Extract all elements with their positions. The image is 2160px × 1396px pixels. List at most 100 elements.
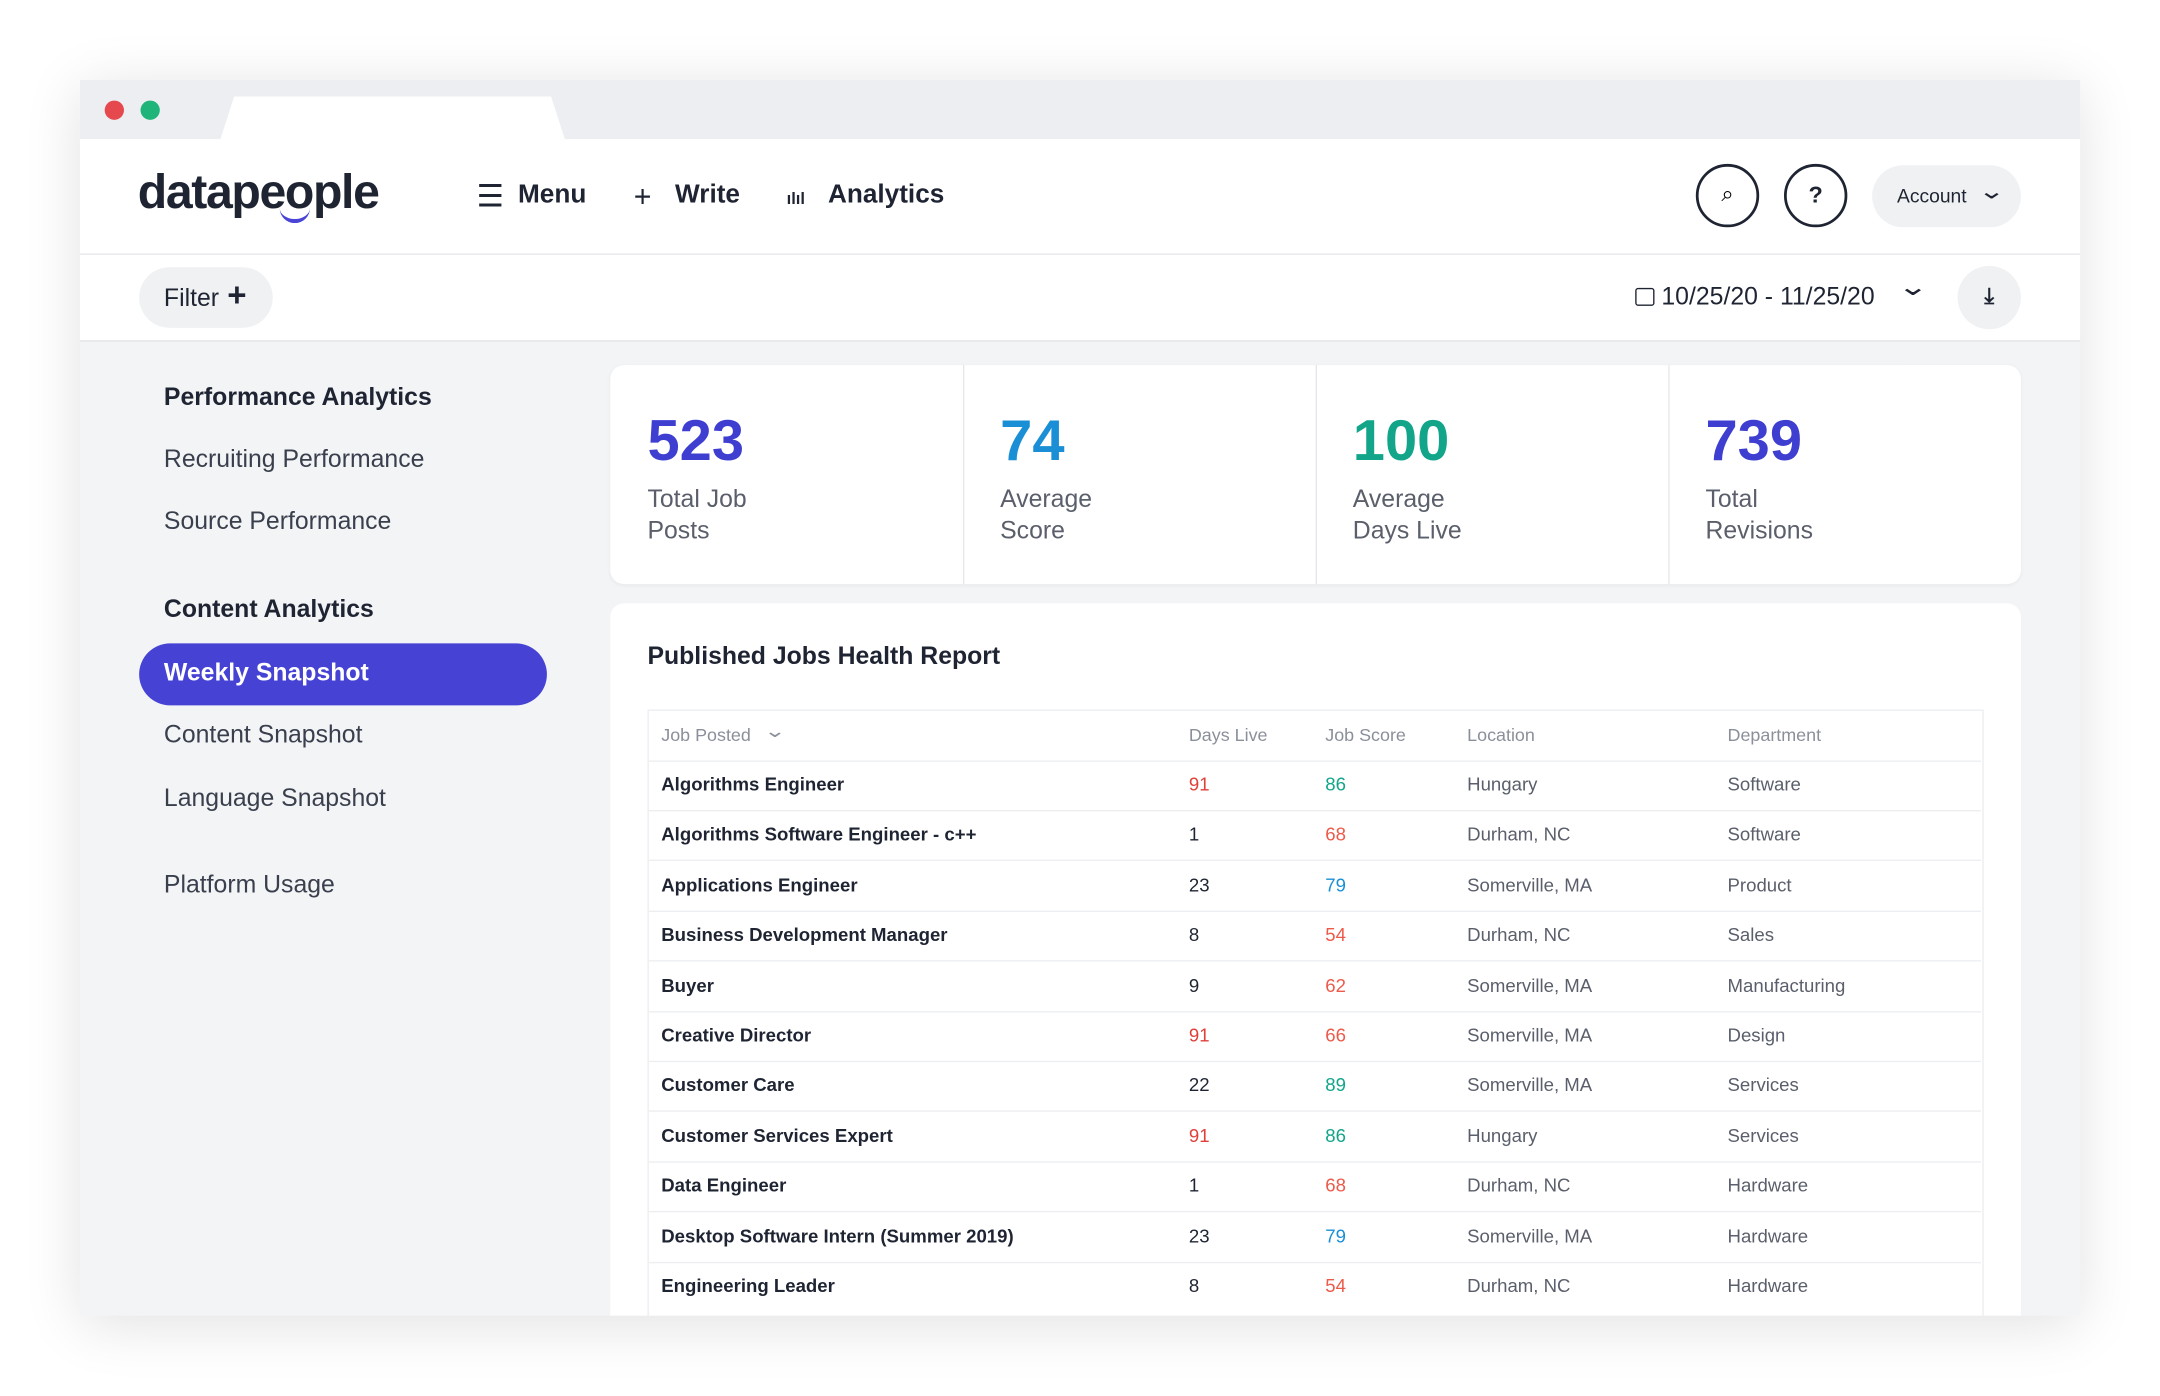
job-title[interactable]: Business Development Manager: [661, 924, 948, 946]
table-cell: Hardware: [1727, 1175, 1809, 1197]
table-cell: Services: [1727, 1125, 1799, 1146]
table-cell: 91: [1188, 1024, 1210, 1046]
account-label: Account: [1896, 184, 1967, 207]
column-header: Department: [1727, 724, 1822, 746]
table-cell: 1: [1188, 824, 1200, 846]
stat-label: Average Days Live: [1352, 484, 1462, 545]
row-divider: [648, 960, 1981, 962]
stat-value: 100: [1352, 407, 1450, 473]
table-cell: 22: [1188, 1075, 1210, 1096]
sidebar-link[interactable]: Recruiting Performance: [163, 444, 425, 473]
job-title[interactable]: Algorithms Software Engineer - c++: [661, 824, 977, 846]
job-title[interactable]: Desktop Software Intern (Summer 2019): [661, 1225, 1014, 1247]
table-cell: 23: [1188, 874, 1210, 896]
table-cell: 91: [1188, 1125, 1210, 1146]
table-cell: 8: [1188, 1275, 1200, 1297]
table-card: [610, 603, 2021, 1316]
table-cell: Somerville, MA: [1467, 1024, 1593, 1046]
nav-bar: [79, 139, 2081, 255]
sidebar-link[interactable]: Platform Usage: [163, 870, 335, 899]
table-cell: 54: [1325, 1275, 1346, 1297]
filter-plus: +: [227, 276, 247, 315]
nav-item[interactable]: Write: [675, 180, 741, 210]
job-title[interactable]: Engineering Leader: [661, 1275, 835, 1297]
active-highlight: [139, 643, 547, 706]
column-header: Location: [1467, 724, 1535, 746]
table-title: Published Jobs Health Report: [647, 641, 1001, 670]
table-cell: 79: [1325, 1225, 1346, 1247]
row-divider: [648, 759, 1981, 762]
table-cell: Durham, NC: [1467, 1275, 1571, 1297]
help-button[interactable]: ?: [1783, 163, 1848, 228]
table-cell: Durham, NC: [1467, 924, 1571, 946]
sidebar-link[interactable]: Source Performance: [163, 506, 392, 535]
nav-item[interactable]: Analytics: [827, 180, 945, 210]
table-cell: 86: [1325, 1125, 1346, 1146]
column-header[interactable]: Job Posted: [661, 724, 751, 746]
table-cell: Somerville, MA: [1467, 1075, 1593, 1096]
row-divider: [648, 1010, 1981, 1012]
table-cell: 1: [1188, 1175, 1200, 1197]
date-range[interactable]: 10/25/20 - 11/25/20: [1661, 282, 1875, 310]
row-divider: [648, 1110, 1981, 1113]
table-cell: 23: [1188, 1225, 1210, 1247]
job-title[interactable]: Data Engineer: [661, 1175, 787, 1197]
max-dot: [140, 100, 160, 120]
table-cell: 86: [1325, 774, 1346, 795]
job-title[interactable]: Creative Director: [661, 1024, 812, 1046]
account-caret: ⌄: [1977, 180, 2006, 204]
job-title[interactable]: Algorithms Engineer: [661, 774, 845, 795]
logo: datapeople: [137, 165, 380, 220]
sidebar-heading: Content Analytics: [163, 595, 374, 623]
table-cell: 91: [1188, 774, 1210, 795]
table-cell: Software: [1727, 774, 1801, 795]
table-cell: Services: [1727, 1075, 1799, 1096]
tab: [220, 96, 565, 140]
table-cell: 79: [1325, 874, 1346, 896]
logo-smile: [279, 208, 310, 224]
table-cell: 68: [1325, 1175, 1346, 1197]
table-cell: Durham, NC: [1467, 1175, 1571, 1197]
filter-label: Filter: [163, 283, 220, 312]
table-cell: 66: [1325, 1024, 1346, 1046]
job-title[interactable]: Applications Engineer: [661, 874, 858, 896]
nav-icon: +: [633, 179, 652, 214]
sidebar-link[interactable]: Language Snapshot: [163, 783, 386, 812]
table-cell: Durham, NC: [1467, 824, 1571, 846]
stat-label: Total Revisions: [1705, 484, 1813, 545]
calendar-icon: [1635, 287, 1655, 306]
job-title[interactable]: Customer Care: [661, 1075, 795, 1096]
stat-divider: [1315, 365, 1317, 585]
stat-divider: [962, 365, 965, 585]
row-divider: [648, 1211, 1981, 1213]
table-cell: Manufacturing: [1727, 974, 1846, 996]
download-button[interactable]: ⤓: [1957, 265, 2021, 330]
table-cell: Hungary: [1467, 1125, 1538, 1146]
row-divider: [648, 1261, 1981, 1263]
sidebar-link[interactable]: Weekly Snapshot: [163, 658, 369, 687]
stat-divider: [1668, 365, 1670, 585]
column-header: Job Score: [1325, 724, 1406, 746]
table-cell: 8: [1188, 924, 1200, 946]
nav-icon: ☰: [476, 179, 504, 214]
date-caret: ⌄: [1897, 272, 1929, 301]
job-title[interactable]: Customer Services Expert: [661, 1125, 893, 1146]
job-title[interactable]: Buyer: [661, 974, 714, 996]
row-divider: [648, 1060, 1981, 1062]
stat-value: 523: [647, 407, 745, 473]
search-button[interactable]: ⌕: [1695, 163, 1760, 228]
row-divider: [648, 1160, 1981, 1163]
sidebar-link[interactable]: Content Snapshot: [163, 720, 363, 749]
toolbar: [79, 254, 2081, 342]
account-button[interactable]: Account ⌄: [1872, 165, 2021, 228]
table-cell: 9: [1188, 974, 1200, 996]
table-cell: 62: [1325, 974, 1346, 996]
table-cell: Somerville, MA: [1467, 874, 1593, 896]
stat-label: Total Job Posts: [647, 484, 747, 545]
nav-item[interactable]: Menu: [517, 180, 587, 210]
table-cell: Hungary: [1467, 774, 1538, 795]
filter-button[interactable]: Filter +: [139, 267, 273, 328]
browser-window: datapeople ☰ Menu + Write ılıl Analytics ⌕? Acco…: [79, 79, 2081, 1316]
